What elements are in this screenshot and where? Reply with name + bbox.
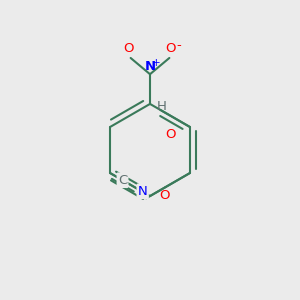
Text: H: H — [157, 100, 167, 113]
Text: -: - — [176, 39, 181, 52]
Text: O: O — [160, 189, 170, 202]
Text: N: N — [138, 185, 148, 198]
Text: N: N — [144, 60, 156, 73]
Text: +: + — [152, 58, 161, 68]
Text: O: O — [123, 42, 134, 55]
Text: O: O — [165, 128, 175, 141]
Text: O: O — [166, 42, 176, 55]
Text: C: C — [118, 174, 127, 187]
